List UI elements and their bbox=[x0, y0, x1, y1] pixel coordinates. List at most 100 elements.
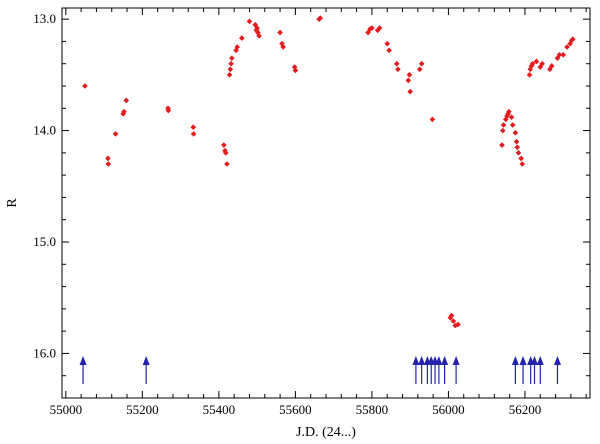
data-point bbox=[564, 44, 570, 50]
data-point bbox=[518, 155, 524, 162]
data-point bbox=[226, 72, 233, 78]
data-point bbox=[499, 142, 505, 148]
arrow-head bbox=[536, 356, 544, 365]
x-tick-label: 56000 bbox=[432, 402, 465, 417]
x-tick-label: 55400 bbox=[203, 402, 236, 417]
data-point bbox=[513, 138, 520, 145]
arrow-head bbox=[519, 356, 527, 365]
data-point bbox=[512, 130, 519, 136]
data-point bbox=[429, 116, 436, 123]
data-point bbox=[239, 35, 245, 41]
data-point bbox=[256, 33, 262, 39]
y-tick-label: 16.0 bbox=[33, 345, 56, 360]
observation-arrows bbox=[79, 356, 561, 384]
arrow-head bbox=[531, 356, 539, 365]
data-point bbox=[105, 155, 111, 162]
data-point bbox=[395, 66, 401, 73]
data-point bbox=[384, 40, 391, 47]
arrow-head bbox=[142, 356, 150, 365]
data-point bbox=[526, 72, 533, 78]
data-point bbox=[506, 108, 512, 115]
data-point bbox=[246, 18, 253, 25]
data-point bbox=[234, 44, 241, 50]
data-point bbox=[190, 124, 197, 131]
data-point bbox=[504, 113, 510, 119]
data-point bbox=[405, 77, 412, 84]
data-point bbox=[529, 60, 536, 67]
data-point bbox=[515, 150, 522, 156]
data-point bbox=[279, 40, 285, 47]
data-point bbox=[499, 127, 506, 134]
data-point bbox=[416, 66, 423, 73]
arrow-head bbox=[553, 356, 561, 365]
arrow-head bbox=[418, 356, 426, 365]
y-tick-label: 15.0 bbox=[33, 234, 56, 249]
data-point bbox=[376, 25, 383, 31]
data-point bbox=[280, 44, 286, 50]
data-point bbox=[533, 58, 540, 65]
data-point bbox=[448, 312, 455, 319]
y-tick-label: 14.0 bbox=[33, 123, 56, 138]
x-tick-label: 56200 bbox=[509, 402, 542, 417]
arrow-head bbox=[79, 356, 87, 365]
data-point bbox=[229, 55, 235, 61]
data-point bbox=[418, 60, 425, 67]
arrow-head bbox=[441, 356, 449, 365]
data-point bbox=[514, 144, 521, 151]
data-point bbox=[222, 150, 229, 156]
data-point bbox=[537, 64, 544, 70]
data-point bbox=[556, 52, 563, 58]
data-point bbox=[369, 25, 375, 31]
x-tick-label: 55200 bbox=[126, 402, 159, 417]
data-point bbox=[386, 47, 392, 54]
data-point bbox=[450, 318, 457, 324]
data-point bbox=[277, 29, 283, 36]
arrow-head bbox=[511, 356, 519, 365]
arrow-head bbox=[412, 356, 420, 365]
arrow-head bbox=[435, 356, 443, 365]
data-point bbox=[539, 60, 545, 67]
y-axis-label: R bbox=[5, 198, 20, 208]
x-tick-label: 55000 bbox=[50, 402, 83, 417]
data-point bbox=[254, 25, 260, 31]
data-point bbox=[407, 88, 413, 95]
axis-tick-labels: 55000 55200 55400 55600 55800 56000 56200 13.0 1… bbox=[33, 11, 541, 417]
data-point bbox=[508, 114, 515, 120]
data-point bbox=[228, 60, 234, 67]
data-point bbox=[165, 107, 172, 114]
data-point bbox=[252, 21, 259, 28]
data-point bbox=[519, 161, 526, 167]
data-point bbox=[292, 67, 299, 74]
data-point bbox=[123, 97, 130, 104]
data-point bbox=[500, 122, 507, 128]
data-points bbox=[82, 15, 576, 329]
data-point bbox=[374, 27, 381, 34]
arrow-head bbox=[452, 356, 460, 365]
data-point bbox=[393, 60, 400, 67]
data-point bbox=[233, 47, 239, 54]
data-point bbox=[82, 83, 88, 89]
data-point bbox=[221, 142, 227, 148]
data-point bbox=[455, 321, 461, 328]
data-point bbox=[227, 66, 234, 73]
data-point bbox=[509, 122, 516, 128]
data-point bbox=[224, 161, 230, 167]
x-tick-label: 55600 bbox=[279, 402, 312, 417]
x-tick-label: 55800 bbox=[356, 402, 389, 417]
data-point bbox=[365, 29, 371, 36]
data-point bbox=[112, 131, 119, 137]
x-axis-label: J.D. (24...) bbox=[296, 425, 356, 440]
data-point bbox=[548, 63, 555, 69]
data-point bbox=[452, 322, 459, 329]
data-point bbox=[554, 55, 561, 61]
plot-frame bbox=[61, 7, 591, 399]
data-point bbox=[505, 111, 511, 117]
data-point bbox=[569, 36, 576, 42]
data-point bbox=[190, 131, 197, 137]
data-point bbox=[317, 15, 324, 21]
data-point bbox=[253, 27, 260, 34]
data-point bbox=[105, 161, 112, 167]
data-point bbox=[406, 72, 413, 78]
data-point bbox=[560, 52, 567, 58]
